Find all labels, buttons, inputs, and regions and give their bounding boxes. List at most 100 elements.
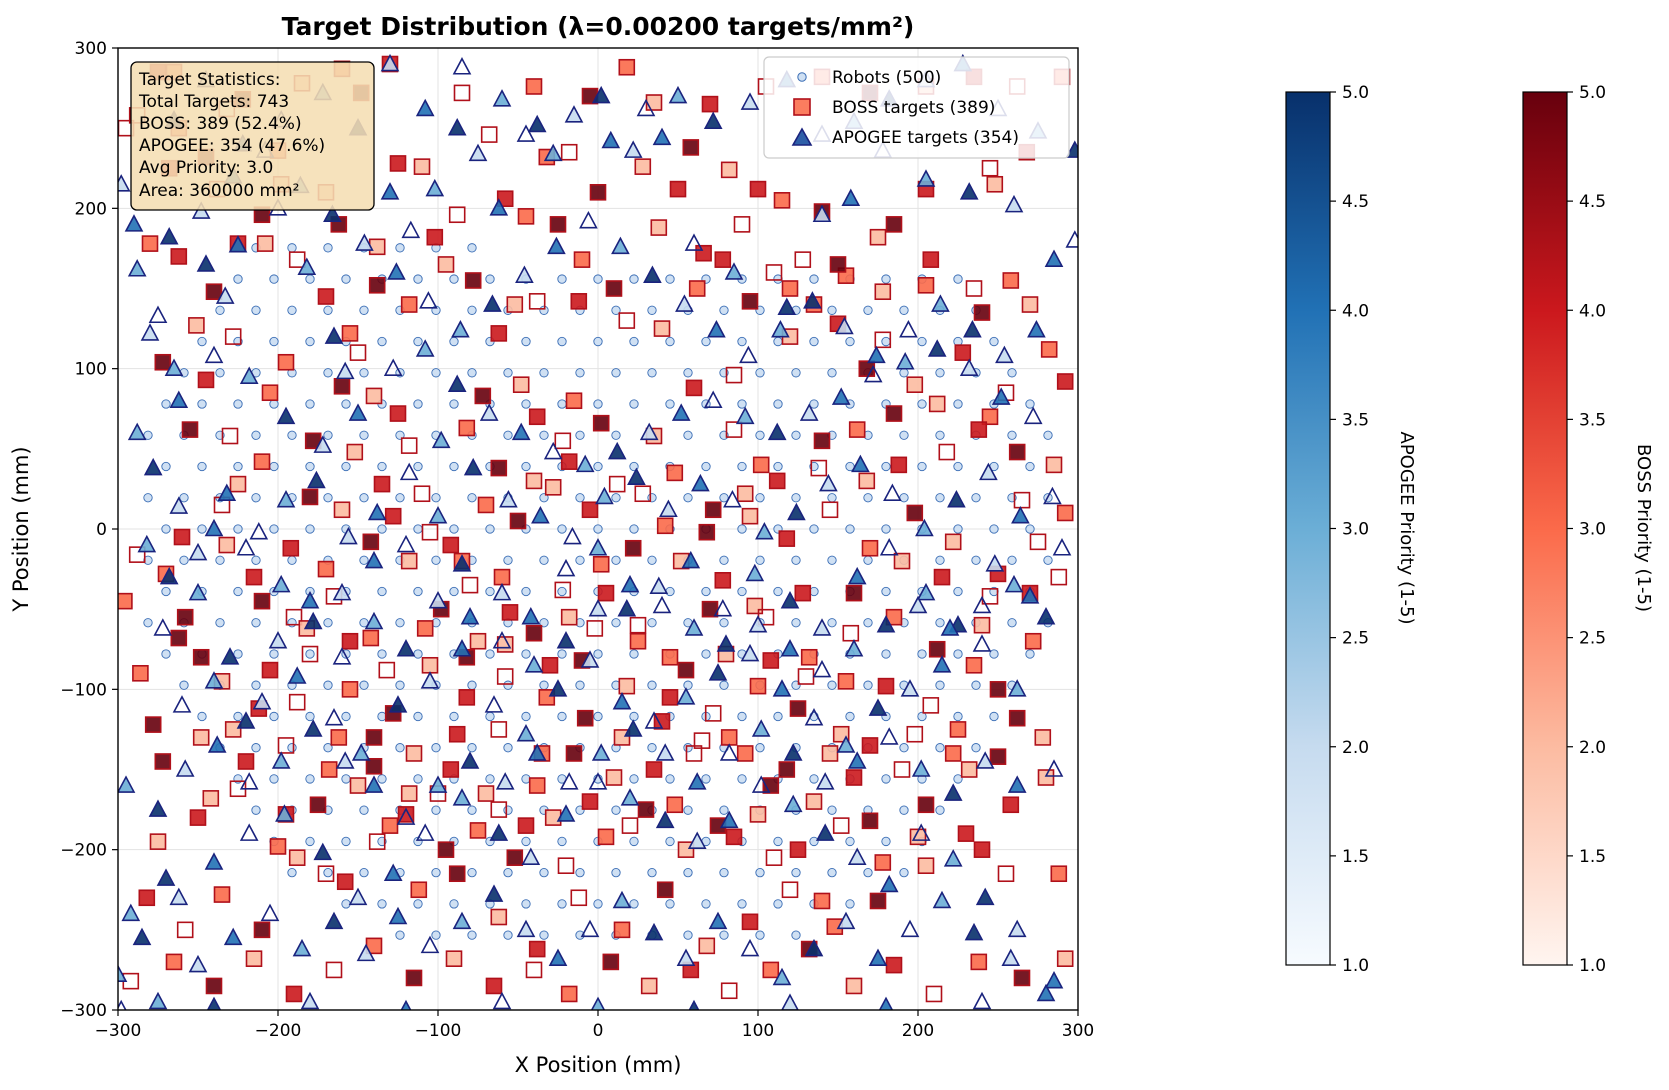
apogee-target	[831, 387, 851, 405]
chart-title: Target Distribution (λ=0.00200 targets/m…	[282, 12, 915, 41]
robot-point	[251, 805, 261, 815]
robot-point	[629, 899, 639, 909]
robot-point	[413, 586, 423, 597]
boss-target	[949, 721, 967, 738]
apogee-colorbar-ticks: 1.0 1.5 2.0 2.5 3.0 3.5 4.0 4.5 5.0	[1330, 83, 1369, 976]
robot-point	[269, 399, 279, 409]
robot-point	[467, 493, 477, 503]
boss-target	[698, 937, 716, 955]
boss-target	[301, 645, 319, 663]
boss-target	[922, 697, 940, 714]
robot-point	[773, 899, 783, 909]
boss-target	[848, 421, 866, 438]
robot-point	[269, 524, 279, 534]
apogee-target	[723, 489, 742, 508]
boss-target	[317, 865, 335, 883]
boss-target	[170, 248, 188, 265]
boss-target	[421, 523, 439, 541]
robot-point	[737, 586, 747, 597]
robot-point	[827, 305, 837, 315]
apogee-target	[932, 890, 952, 909]
boss-target	[237, 753, 255, 770]
boss-target	[517, 208, 535, 225]
apogee-target	[159, 226, 179, 245]
robot-point	[683, 368, 693, 378]
robot-point	[269, 336, 279, 347]
boss-target	[464, 272, 482, 289]
boss-target	[973, 841, 991, 858]
boss-target	[288, 693, 306, 711]
apogee-target	[121, 903, 141, 922]
boss-target	[704, 705, 722, 722]
robot-point	[1025, 461, 1035, 472]
apogee-target	[899, 319, 918, 338]
apogee-target	[428, 505, 448, 524]
apogee-target	[959, 358, 979, 376]
boss-target	[362, 629, 380, 647]
apogee-target	[841, 188, 861, 207]
robot-point	[611, 555, 621, 565]
apogee-target	[313, 842, 333, 861]
apogee-target	[516, 919, 536, 938]
apogee-target	[556, 558, 576, 577]
robot-point	[287, 555, 297, 565]
robot-point	[521, 399, 531, 409]
boss-target	[416, 620, 434, 637]
boss-target	[285, 985, 303, 1003]
apogee-target	[985, 554, 1005, 572]
boss-target	[981, 159, 999, 177]
robot-point	[503, 743, 513, 753]
boss-target	[461, 576, 479, 594]
robot-point	[629, 649, 639, 659]
robot-point	[827, 680, 837, 690]
robot-point	[431, 555, 441, 565]
apogee-target	[215, 286, 235, 304]
robot-point	[233, 711, 243, 722]
apogee-target	[447, 374, 467, 393]
apogee-target	[1036, 983, 1056, 1002]
robot-point	[413, 399, 423, 409]
boss-target	[570, 889, 588, 907]
boss-target	[474, 387, 492, 405]
apogee-target	[972, 595, 992, 614]
boss-target	[421, 656, 439, 674]
robot-point	[233, 586, 243, 597]
boss-target	[170, 629, 188, 647]
robot-point	[593, 649, 603, 659]
robot-point	[791, 555, 801, 565]
apogee-target	[1036, 606, 1056, 625]
apogee-target	[300, 991, 320, 1010]
boss-target	[677, 661, 695, 679]
apogee-target	[707, 319, 726, 338]
apogee-target	[676, 687, 696, 705]
apogee-target	[425, 178, 445, 197]
robot-point	[683, 743, 693, 753]
boss-target	[917, 276, 935, 294]
boss-target	[938, 443, 956, 461]
robot-point	[215, 368, 225, 378]
robot-point	[305, 649, 315, 659]
apogee-target	[239, 772, 259, 790]
robot-point	[593, 711, 603, 722]
boss-target	[365, 757, 383, 775]
robot-point	[467, 680, 477, 690]
robot-point	[539, 555, 549, 565]
boss-target	[698, 523, 716, 541]
apogee-target	[1023, 406, 1043, 425]
colorbar-tick-label: 2.5	[1579, 629, 1606, 649]
robot-point	[431, 868, 441, 878]
boss-target	[397, 806, 415, 823]
apogee-target	[652, 595, 672, 614]
boss-colorbar: 1.0 1.5 2.0 2.5 3.0 3.5 4.0 4.5 5.0 BOSS Priorit…	[1522, 83, 1654, 976]
robot-point	[197, 336, 207, 347]
boss-target	[861, 737, 879, 754]
colorbar-tick-label: 2.0	[1342, 738, 1369, 758]
boss-target	[205, 283, 223, 301]
boss-target	[720, 982, 738, 1000]
boss-target	[224, 721, 242, 738]
apogee-target	[527, 114, 547, 133]
robot-point	[233, 461, 243, 472]
boss-target	[410, 881, 428, 899]
boss-target	[613, 921, 631, 939]
